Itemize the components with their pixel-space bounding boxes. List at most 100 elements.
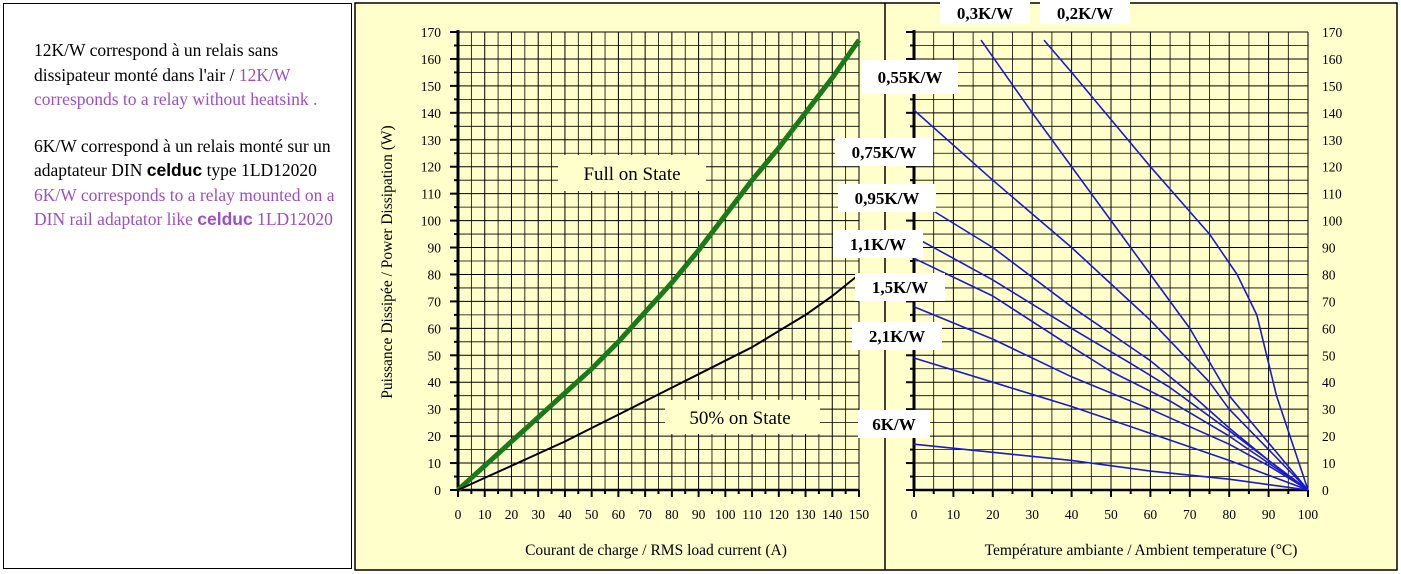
series-left bbox=[456, 38, 862, 492]
y-tick-label-right: 80 bbox=[1322, 267, 1336, 282]
y-tick-label-right: 50 bbox=[1322, 348, 1336, 363]
label-half-on-text: 50% on State bbox=[689, 408, 790, 429]
x-tick-label: 0 bbox=[911, 507, 918, 522]
y-tick-label: 100 bbox=[421, 214, 442, 229]
y-tick-label-right: 100 bbox=[1322, 214, 1343, 229]
y-tick-label-right: 30 bbox=[1322, 402, 1336, 417]
x-tick-label: 70 bbox=[638, 507, 652, 522]
series-line-left-0 bbox=[456, 38, 862, 492]
note-12kw-fr: 12K/W correspond à un relais sans dissip… bbox=[34, 40, 279, 85]
y-axis-title-power: Puissance Dissipée / Power Dissipation (… bbox=[379, 125, 396, 398]
notes-panel: 12K/W correspond à un relais sans dissip… bbox=[3, 3, 352, 569]
kw-label: 2,1K/W bbox=[852, 322, 942, 350]
y-tick-label-right: 120 bbox=[1322, 160, 1343, 175]
note-6kw: 6K/W correspond à un relais monté sur un… bbox=[34, 134, 341, 232]
x-tick-label: 140 bbox=[822, 507, 843, 522]
kw-label-text: 0,3K/W bbox=[957, 4, 1013, 23]
kw-label-bg bbox=[852, 322, 942, 350]
series-right bbox=[913, 39, 1309, 491]
y-tick-label: 40 bbox=[428, 375, 442, 390]
x-tick-label: 80 bbox=[665, 507, 679, 522]
label-half-on-bg bbox=[665, 400, 820, 434]
kw-label-bg bbox=[858, 410, 930, 438]
x-tick-label: 100 bbox=[1298, 507, 1319, 522]
y-tick-label: 140 bbox=[421, 106, 442, 121]
y-tick-label: 150 bbox=[421, 79, 442, 94]
y-tick-label: 120 bbox=[421, 160, 442, 175]
brand-celduc-en: celduc bbox=[197, 209, 253, 229]
brand-celduc: celduc bbox=[146, 160, 203, 180]
kw-label-text: 0,55K/W bbox=[878, 68, 943, 87]
x-axis-title-current: Courant de charge / RMS load current (A) bbox=[525, 542, 787, 559]
y-tick-label: 90 bbox=[428, 241, 442, 256]
ticks-right: 0 10 20 30 40 50 60 70 80 90 100010203040506070809… bbox=[911, 25, 1343, 522]
y-tick-label-right: 160 bbox=[1322, 52, 1343, 67]
y-tick-label-right: 130 bbox=[1322, 133, 1343, 148]
kw-label: 1,5K/W bbox=[855, 273, 945, 301]
kw-label: 1,1K/W bbox=[833, 230, 923, 258]
kw-label: 0,95K/W bbox=[838, 184, 936, 212]
x-tick-label: 20 bbox=[505, 507, 519, 522]
note-6kw-fr-a: 6K/W correspond à un relais monté sur un… bbox=[34, 135, 331, 181]
y-tick-label: 160 bbox=[421, 52, 442, 67]
y-tick-label-right: 90 bbox=[1322, 241, 1336, 256]
kw-label-bg bbox=[940, 2, 1030, 24]
x-tick-label: 40 bbox=[1065, 507, 1079, 522]
series-line-right-5 bbox=[913, 257, 1309, 491]
kw-label-bg bbox=[1040, 2, 1130, 24]
x-tick-label: 100 bbox=[715, 507, 736, 522]
y-tick-label: 70 bbox=[428, 294, 442, 309]
label-full-on: Full on State bbox=[558, 155, 706, 191]
kw-labels: 0,3K/W 0,2K/W 0,55K/W 0,75K/W 0,95K/W 1,1K/W 1… bbox=[833, 2, 1130, 438]
series-line-right-8 bbox=[913, 443, 1309, 491]
x-tick-label: 80 bbox=[1222, 507, 1236, 522]
y-tick-label-right: 40 bbox=[1322, 375, 1336, 390]
x-tick-label: 130 bbox=[795, 507, 816, 522]
y-tick-label-right: 150 bbox=[1322, 79, 1343, 94]
y-tick-label: 60 bbox=[428, 321, 442, 336]
kw-label-bg bbox=[833, 230, 923, 258]
label-half-on: 50% on State bbox=[665, 400, 820, 434]
series-line-right-2 bbox=[913, 109, 1309, 491]
x-tick-label: 0 bbox=[455, 507, 462, 522]
kw-label-bg bbox=[862, 60, 958, 94]
y-tick-label-right: 0 bbox=[1322, 483, 1329, 498]
kw-label-text: 0,75K/W bbox=[852, 143, 917, 162]
kw-label-bg bbox=[855, 273, 945, 301]
x-tick-label: 90 bbox=[692, 507, 706, 522]
x-tick-label: 20 bbox=[986, 507, 1000, 522]
kw-label-bg bbox=[835, 138, 933, 166]
kw-label-text: 6K/W bbox=[872, 415, 915, 434]
x-tick-label: 70 bbox=[1183, 507, 1197, 522]
kw-label-text: 1,1K/W bbox=[850, 235, 906, 254]
x-tick-label: 90 bbox=[1262, 507, 1276, 522]
ticks-left: 0 10 20 30 40 50 60 70 80 90 100 110 120 130 140 150 0 10… bbox=[421, 25, 870, 522]
x-tick-label: 120 bbox=[769, 507, 790, 522]
label-full-on-bg bbox=[558, 155, 706, 191]
series-line-right-4 bbox=[913, 236, 1309, 491]
kw-label-bg bbox=[838, 184, 936, 212]
series-line-left-1 bbox=[457, 273, 860, 491]
y-tick-label: 170 bbox=[421, 25, 442, 40]
series-line-right-7 bbox=[913, 357, 1309, 491]
x-tick-label: 110 bbox=[742, 507, 762, 522]
x-tick-label: 30 bbox=[531, 507, 545, 522]
series-line-right-6 bbox=[913, 306, 1309, 491]
x-axis-title-temperature: Température ambiante / Ambient temperatu… bbox=[985, 542, 1298, 559]
x-tick-label: 10 bbox=[947, 507, 961, 522]
y-tick-label-right: 140 bbox=[1322, 106, 1343, 121]
x-tick-label: 60 bbox=[612, 507, 626, 522]
kw-label-text: 1,5K/W bbox=[872, 278, 928, 297]
note-12kw: 12K/W correspond à un relais sans dissip… bbox=[34, 38, 341, 112]
y-tick-label: 30 bbox=[428, 402, 442, 417]
note-6kw-fr-b: type 1LD12020 bbox=[206, 160, 317, 180]
series-line-right-1 bbox=[1043, 39, 1309, 491]
y-tick-label-right: 20 bbox=[1322, 429, 1336, 444]
label-full-on-text: Full on State bbox=[583, 164, 680, 185]
x-tick-label: 150 bbox=[849, 507, 870, 522]
kw-label: 0,55K/W bbox=[862, 60, 958, 94]
kw-label: 0,2K/W bbox=[1040, 2, 1130, 24]
kw-label-text: 0,95K/W bbox=[855, 189, 920, 208]
y-tick-label: 50 bbox=[428, 348, 442, 363]
y-tick-label: 10 bbox=[428, 456, 442, 471]
